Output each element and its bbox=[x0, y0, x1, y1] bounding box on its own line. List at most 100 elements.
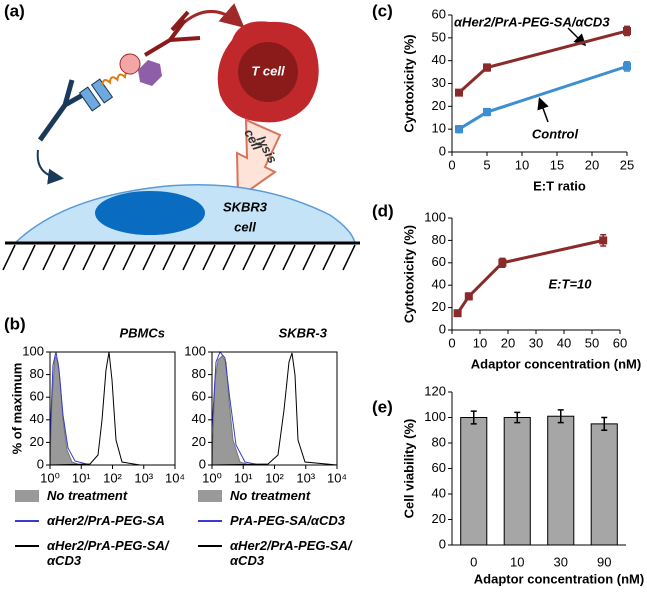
y-tick-label: 50 bbox=[432, 29, 446, 44]
marker bbox=[483, 108, 491, 117]
y-axis-label: Cytotoxicity (%) bbox=[401, 34, 416, 132]
y-tick-label: 60 bbox=[432, 6, 446, 21]
marker bbox=[599, 236, 608, 245]
error-bar bbox=[557, 409, 564, 424]
marker bbox=[498, 258, 507, 267]
histogram-curves bbox=[49, 351, 338, 466]
x-tick-label: 0 bbox=[470, 554, 477, 569]
arrow bbox=[537, 97, 549, 123]
y-tick-label: 40 bbox=[30, 411, 44, 426]
error-bar bbox=[470, 410, 477, 425]
x-tick-label: 10³ bbox=[296, 470, 315, 485]
series-label: Control bbox=[532, 126, 579, 141]
legend-label: αHer2/PrA-PEG-SA/αCD3 bbox=[47, 538, 169, 568]
x-tick-label: 10⁰ bbox=[40, 470, 60, 485]
x-tick-label: 10³ bbox=[134, 470, 153, 485]
legend-label: αHer2/PrA-PEG-SA bbox=[47, 513, 165, 528]
y-tick-label: 0 bbox=[37, 456, 44, 471]
y-tick-label: 40 bbox=[192, 411, 206, 426]
error-bar bbox=[514, 411, 521, 424]
legend-label: αHer2/PrA-PEG-SA/αCD3 bbox=[230, 538, 352, 568]
marker bbox=[623, 26, 631, 35]
x-tick-label: 10 bbox=[515, 157, 529, 172]
y-tick-label: 80 bbox=[432, 434, 446, 449]
chart-title: PBMCs bbox=[119, 325, 165, 340]
y-tick-label: 60 bbox=[432, 460, 446, 475]
legend-label: No treatment bbox=[47, 488, 128, 503]
y-tick-label: 40 bbox=[432, 52, 446, 67]
x-tick-label: 30 bbox=[529, 335, 543, 350]
plot-frame bbox=[49, 351, 176, 466]
x-tick-label: 40 bbox=[557, 335, 571, 350]
y-tick-label: 100 bbox=[424, 409, 446, 424]
panel-label: (c) bbox=[372, 1, 393, 20]
marker bbox=[623, 62, 631, 71]
y-tick-label: 30 bbox=[432, 75, 446, 90]
t-cell-label: T cell bbox=[251, 63, 285, 78]
bar bbox=[590, 423, 618, 546]
x-tick-label: 10¹ bbox=[234, 470, 253, 485]
x-tick-label: 10 bbox=[473, 335, 487, 350]
x-tick-label: 20 bbox=[501, 335, 515, 350]
x-tick-label: 10¹ bbox=[72, 470, 91, 485]
y-tick-label: 80 bbox=[192, 366, 206, 381]
panel-label: (d) bbox=[372, 201, 394, 220]
y-tick-label: 100 bbox=[184, 343, 206, 358]
y-tick-label: 0 bbox=[439, 143, 446, 158]
y-tick-label: 80 bbox=[30, 366, 44, 381]
bar bbox=[503, 417, 531, 546]
series-line bbox=[456, 238, 604, 315]
x-axis-label: Adaptor concentration (nM) bbox=[474, 571, 644, 586]
y-tick-label: 20 bbox=[432, 511, 446, 526]
x-axis-label: E:T ratio bbox=[533, 178, 586, 193]
y-tick-label: 0 bbox=[199, 456, 206, 471]
legend-label: No treatment bbox=[230, 488, 311, 503]
y-tick-label: 100 bbox=[22, 343, 44, 358]
x-tick-label: 15 bbox=[550, 157, 564, 172]
bar bbox=[547, 415, 575, 546]
y-tick-label: 0 bbox=[439, 536, 446, 551]
x-tick-label: 90 bbox=[597, 554, 611, 569]
legend-swatch bbox=[15, 490, 39, 502]
marker bbox=[455, 88, 463, 97]
chart-title: SKBR-3 bbox=[279, 325, 328, 340]
x-tick-label: 25 bbox=[620, 157, 634, 172]
y-tick-label: 10 bbox=[432, 121, 446, 136]
marker bbox=[453, 309, 462, 318]
panel-label: (e) bbox=[372, 397, 393, 416]
x-tick-label: 10² bbox=[103, 470, 122, 485]
y-axis-label: Cell viability (%) bbox=[401, 419, 416, 519]
x-axis-label: Adaptor concentration (nM) bbox=[471, 356, 641, 371]
series-line bbox=[458, 64, 628, 131]
y-tick-label: 60 bbox=[192, 389, 206, 404]
error-bar bbox=[601, 416, 608, 431]
panel-label: (a) bbox=[4, 1, 25, 20]
x-tick-label: 20 bbox=[585, 157, 599, 172]
annotation: E:T=10 bbox=[549, 276, 593, 291]
y-tick-label: 20 bbox=[30, 434, 44, 449]
x-tick-label: 30 bbox=[554, 554, 568, 569]
y-tick-label: 100 bbox=[424, 209, 446, 224]
x-tick-label: 10⁰ bbox=[202, 470, 222, 485]
bar bbox=[460, 417, 488, 546]
marker bbox=[455, 125, 463, 134]
y-tick-label: 20 bbox=[432, 299, 446, 314]
y-tick-label: 20 bbox=[432, 98, 446, 113]
x-tick-label: 60 bbox=[613, 335, 627, 350]
legend-swatch bbox=[198, 490, 222, 502]
x-tick-label: 10⁴ bbox=[165, 470, 185, 485]
series-label: αHer2/PrA-PEG-SA/αCD3 bbox=[454, 14, 610, 29]
x-tick-label: 10² bbox=[265, 470, 284, 485]
x-tick-label: 10 bbox=[510, 554, 524, 569]
series-line bbox=[457, 29, 628, 94]
x-tick-label: 5 bbox=[483, 157, 490, 172]
y-tick-label: 40 bbox=[432, 485, 446, 500]
target-label: SKBR3 bbox=[223, 199, 268, 214]
x-tick-label: 0 bbox=[448, 335, 455, 350]
target-label: cell bbox=[234, 219, 256, 234]
marker bbox=[483, 63, 491, 72]
schematic: T cell cell lysis SKBR3 cell bbox=[2, 3, 360, 271]
marker bbox=[464, 292, 473, 301]
arrow bbox=[567, 27, 587, 47]
